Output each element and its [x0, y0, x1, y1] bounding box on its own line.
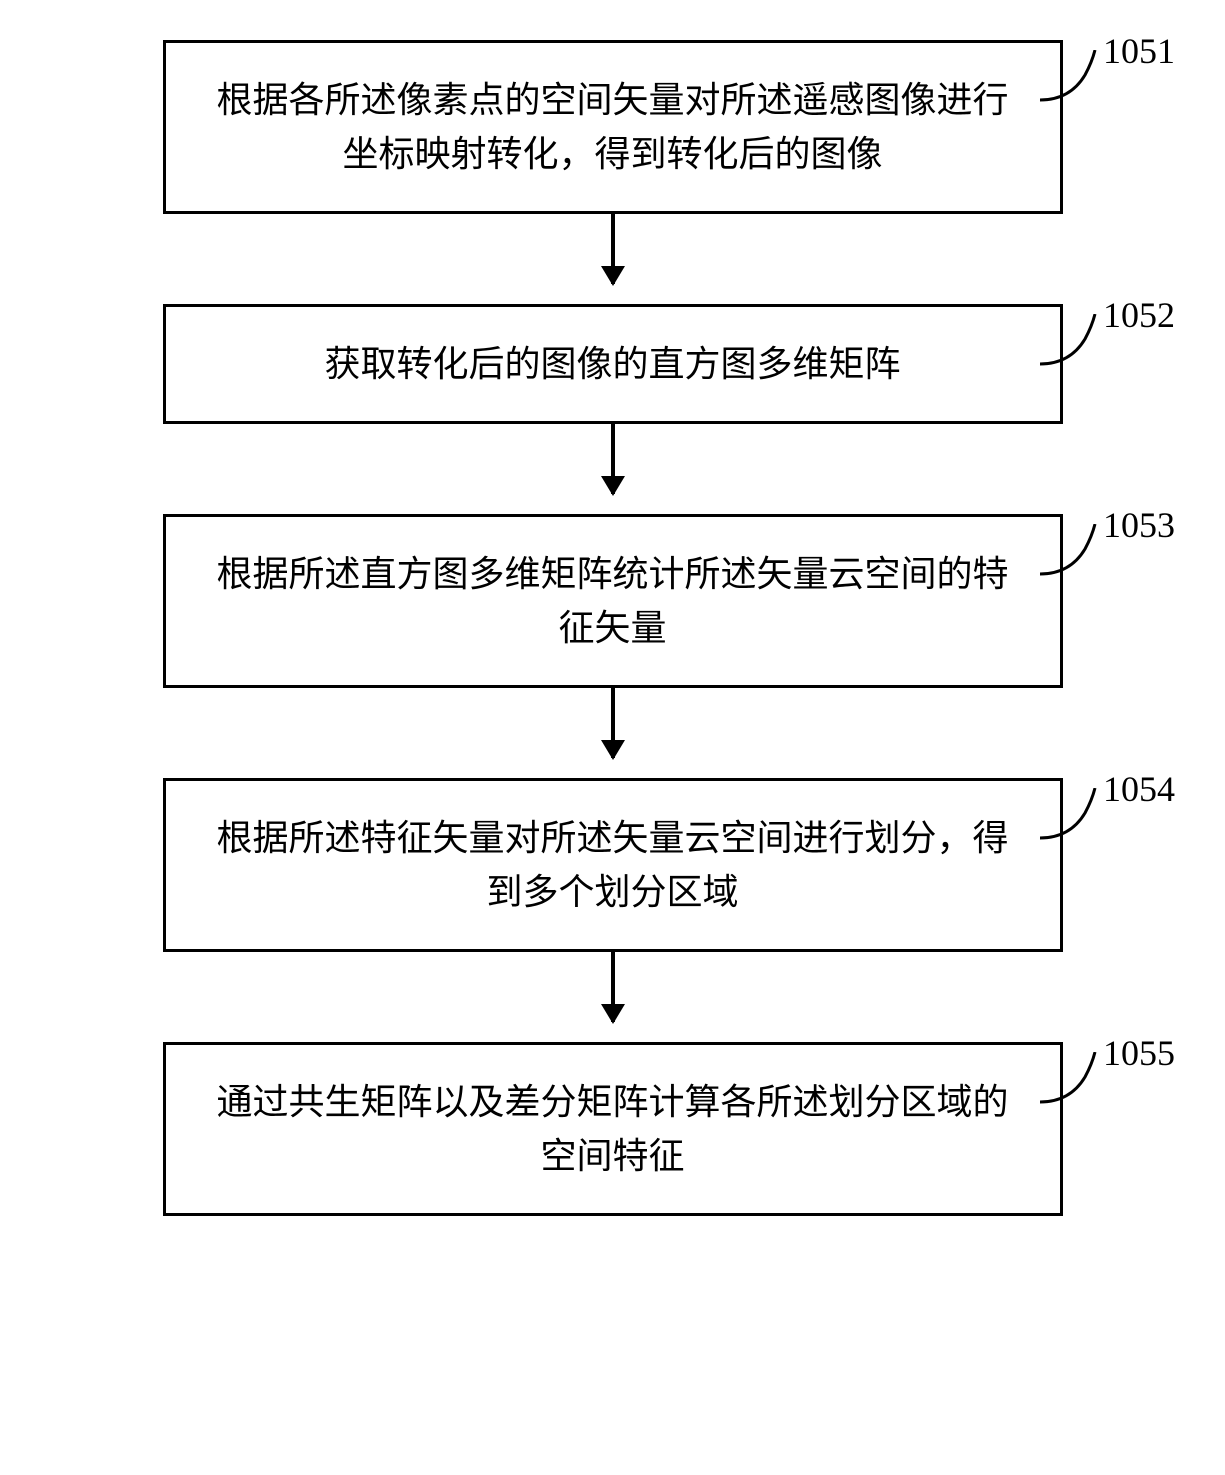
step-text: 根据所述特征矢量对所述矢量云空间进行划分，得到多个划分区域: [206, 811, 1020, 919]
step-box-2: 获取转化后的图像的直方图多维矩阵: [163, 304, 1063, 424]
arrow-icon: [611, 952, 615, 1022]
step-container-5: 1055 通过共生矩阵以及差分矩阵计算各所述划分区域的空间特征: [20, 1042, 1205, 1216]
step-box-1: 根据各所述像素点的空间矢量对所述遥感图像进行坐标映射转化，得到转化后的图像: [163, 40, 1063, 214]
connector-curve-icon: [1040, 1052, 1100, 1112]
arrow-icon: [611, 214, 615, 284]
arrow-icon: [611, 688, 615, 758]
step-text: 获取转化后的图像的直方图多维矩阵: [324, 337, 900, 391]
step-text: 根据所述直方图多维矩阵统计所述矢量云空间的特征矢量: [206, 547, 1020, 655]
step-container-2: 1052 获取转化后的图像的直方图多维矩阵: [20, 304, 1205, 424]
step-label: 1055: [1103, 1032, 1175, 1074]
connector-curve-icon: [1040, 788, 1100, 848]
step-label: 1053: [1103, 504, 1175, 546]
step-text: 根据各所述像素点的空间矢量对所述遥感图像进行坐标映射转化，得到转化后的图像: [206, 73, 1020, 181]
step-container-3: 1053 根据所述直方图多维矩阵统计所述矢量云空间的特征矢量: [20, 514, 1205, 688]
arrow-container: [20, 214, 1205, 304]
step-box-4: 根据所述特征矢量对所述矢量云空间进行划分，得到多个划分区域: [163, 778, 1063, 952]
step-container-1: 1051 根据各所述像素点的空间矢量对所述遥感图像进行坐标映射转化，得到转化后的…: [20, 40, 1205, 214]
arrow-container: [20, 952, 1205, 1042]
step-box-3: 根据所述直方图多维矩阵统计所述矢量云空间的特征矢量: [163, 514, 1063, 688]
flowchart-container: 1051 根据各所述像素点的空间矢量对所述遥感图像进行坐标映射转化，得到转化后的…: [20, 40, 1205, 1216]
connector-curve-icon: [1040, 524, 1100, 584]
arrow-container: [20, 688, 1205, 778]
arrow-icon: [611, 424, 615, 494]
step-label: 1052: [1103, 294, 1175, 336]
step-container-4: 1054 根据所述特征矢量对所述矢量云空间进行划分，得到多个划分区域: [20, 778, 1205, 952]
step-text: 通过共生矩阵以及差分矩阵计算各所述划分区域的空间特征: [206, 1075, 1020, 1183]
step-box-5: 通过共生矩阵以及差分矩阵计算各所述划分区域的空间特征: [163, 1042, 1063, 1216]
arrow-container: [20, 424, 1205, 514]
connector-curve-icon: [1040, 314, 1100, 374]
step-label: 1051: [1103, 30, 1175, 72]
step-label: 1054: [1103, 768, 1175, 810]
connector-curve-icon: [1040, 50, 1100, 110]
